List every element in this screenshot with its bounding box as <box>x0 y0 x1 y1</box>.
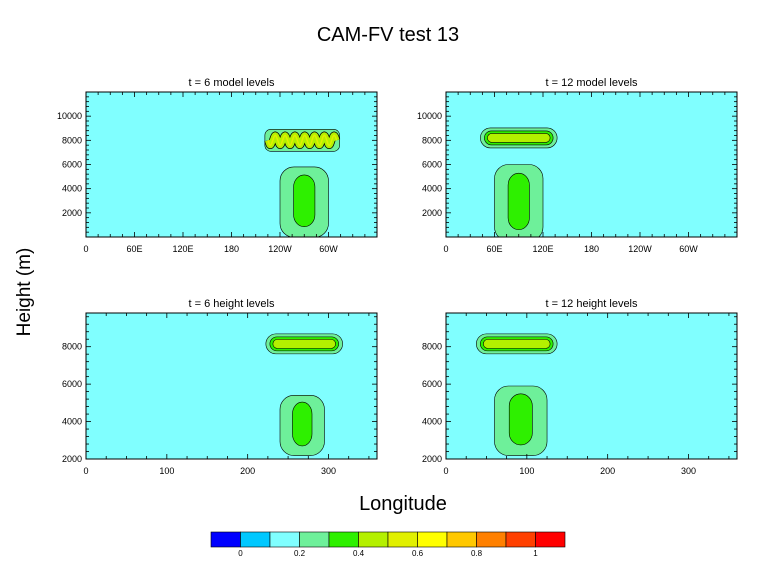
colorbar-label: 0 <box>238 549 243 558</box>
x-tick-label: 180 <box>224 244 239 254</box>
x-tick-label: 0 <box>443 466 448 476</box>
colorbar-swatch <box>417 531 448 548</box>
panel-3: t = 6 height levels 0 100 200 300 2000 4000 600… <box>62 298 378 476</box>
y-tick-label: 6000 <box>62 160 82 170</box>
y-tick-label: 4000 <box>422 184 442 194</box>
colorbar-swatch <box>240 531 271 548</box>
plume-core <box>508 393 533 446</box>
y-tick-label: 2000 <box>422 208 442 218</box>
x-tick-label: 120E <box>172 244 193 254</box>
y-tick-label: 10000 <box>417 111 442 121</box>
colorbar: 0 0.2 0.4 0.6 0.8 1 <box>210 531 566 558</box>
panel-frame <box>85 312 378 460</box>
x-tick-label: 60W <box>679 244 698 254</box>
panel-title: t = 12 height levels <box>545 298 638 310</box>
x-tick-label: 200 <box>600 466 615 476</box>
x-tick-label: 60E <box>126 244 142 254</box>
plume-core <box>293 174 316 228</box>
x-tick-label: 300 <box>321 466 336 476</box>
x-tick-label: 180 <box>584 244 599 254</box>
x-tick-label: 60W <box>319 244 338 254</box>
y-tick-label: 6000 <box>422 379 442 389</box>
x-tick-label: 60E <box>486 244 502 254</box>
band-core <box>487 133 551 143</box>
panel-1: t = 6 model levels 0 60E 120E 180 120W 60W 2000… <box>57 77 378 254</box>
y-tick-label: 2000 <box>62 208 82 218</box>
x-tick-label: 100 <box>159 466 174 476</box>
colorbar-label: 0.6 <box>412 549 424 558</box>
contour-features <box>480 127 558 237</box>
colorbar-swatch <box>299 531 330 548</box>
y-tick-label: 6000 <box>422 160 442 170</box>
band-core <box>483 339 551 349</box>
x-tick-label: 0 <box>83 244 88 254</box>
colorbar-label: 0.2 <box>294 549 306 558</box>
colorbar-label: 0.8 <box>471 549 483 558</box>
x-tick-label: 200 <box>240 466 255 476</box>
y-tick-label: 8000 <box>62 135 82 145</box>
y-tick-label: 4000 <box>62 417 82 427</box>
y-tick-label: 10000 <box>57 111 82 121</box>
band-core <box>272 339 336 349</box>
panel-title: t = 12 model levels <box>545 77 638 89</box>
x-tick-label: 120W <box>268 244 292 254</box>
panel-frame <box>445 312 738 460</box>
x-tick-label: 100 <box>519 466 534 476</box>
x-tick-label: 120E <box>532 244 553 254</box>
y-tick-label: 8000 <box>62 342 82 352</box>
panel-4: t = 12 height levels 0 100 200 300 2000 4000 60… <box>422 298 738 476</box>
colorbar-swatch <box>269 531 300 548</box>
y-tick-label: 4000 <box>62 184 82 194</box>
x-tick-label: 300 <box>681 466 696 476</box>
x-tick-label: 0 <box>83 466 88 476</box>
x-tick-label: 0 <box>443 244 448 254</box>
background-field <box>86 92 377 237</box>
x-axis-label: Longitude <box>359 493 447 515</box>
colorbar-swatch <box>535 531 566 548</box>
contour-features <box>476 333 558 456</box>
plume-core <box>507 172 530 231</box>
y-tick-label: 2000 <box>62 454 82 464</box>
colorbar-swatch <box>446 531 477 548</box>
y-tick-label: 2000 <box>422 454 442 464</box>
colorbar-swatch <box>387 531 418 548</box>
panel-title: t = 6 height levels <box>189 298 275 310</box>
colorbar-swatch <box>210 531 241 548</box>
x-tick-label: 120W <box>628 244 652 254</box>
y-tick-label: 8000 <box>422 135 442 145</box>
panel-2: t = 12 model levels 0 60E 120E 180 120W 60W 200… <box>417 77 738 254</box>
y-tick-label: 8000 <box>422 342 442 352</box>
panel-title: t = 6 model levels <box>189 77 275 89</box>
plume-core <box>292 401 313 447</box>
colorbar-swatch <box>328 531 359 548</box>
background-field <box>446 92 737 237</box>
y-tick-label: 4000 <box>422 417 442 427</box>
figure-title: CAM-FV test 13 <box>317 24 459 46</box>
colorbar-swatch <box>505 531 536 548</box>
y-tick-label: 6000 <box>62 379 82 389</box>
colorbar-swatch <box>476 531 507 548</box>
contour-features <box>265 333 343 456</box>
colorbar-label: 1 <box>533 549 538 558</box>
colorbar-label: 0.4 <box>353 549 365 558</box>
contour-features <box>264 129 341 237</box>
colorbar-swatch <box>358 531 389 548</box>
wavy-peak <box>267 134 338 147</box>
y-axis-label: Height (m) <box>14 248 35 337</box>
